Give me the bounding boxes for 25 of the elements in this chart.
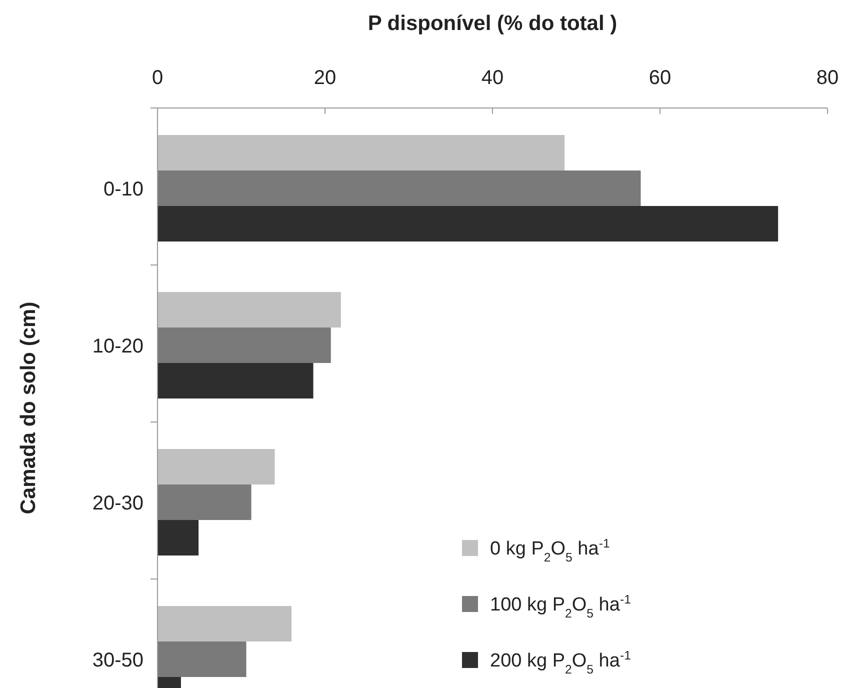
x-tick-label: 40 xyxy=(481,67,504,89)
bar xyxy=(158,642,246,677)
x-tick-label: 80 xyxy=(816,67,839,89)
bar xyxy=(158,484,252,520)
y-tick-label: 20-30 xyxy=(92,492,144,514)
bar xyxy=(158,206,778,242)
y-axis-title: Camada do solo (cm) xyxy=(17,302,40,514)
bar xyxy=(158,363,314,398)
bar xyxy=(158,170,641,206)
x-axis-title: P disponível (% do total ) xyxy=(368,12,618,35)
y-tick-label: 10-20 xyxy=(92,335,144,358)
x-tick-label: 60 xyxy=(648,67,672,89)
x-tick-label: 0 xyxy=(152,67,164,89)
bar xyxy=(158,606,292,642)
bar xyxy=(158,135,565,170)
legend-label: 100 kg P$_{2}$O$_{5}$ ha$^{-1}$ xyxy=(490,592,632,621)
legend-label: 0 kg P$_{2}$O$_{5}$ ha$^{-1}$ xyxy=(490,536,610,565)
y-tick-label: 30-50 xyxy=(92,649,144,672)
bar xyxy=(158,449,275,484)
bar xyxy=(158,292,341,328)
x-tick-label: 20 xyxy=(314,67,336,89)
bar xyxy=(158,520,199,556)
legend-label: 200 kg P$_{2}$O$_{5}$ ha$^{-1}$ xyxy=(490,648,632,677)
bar xyxy=(158,328,331,363)
y-tick-label: 0-10 xyxy=(103,178,144,200)
